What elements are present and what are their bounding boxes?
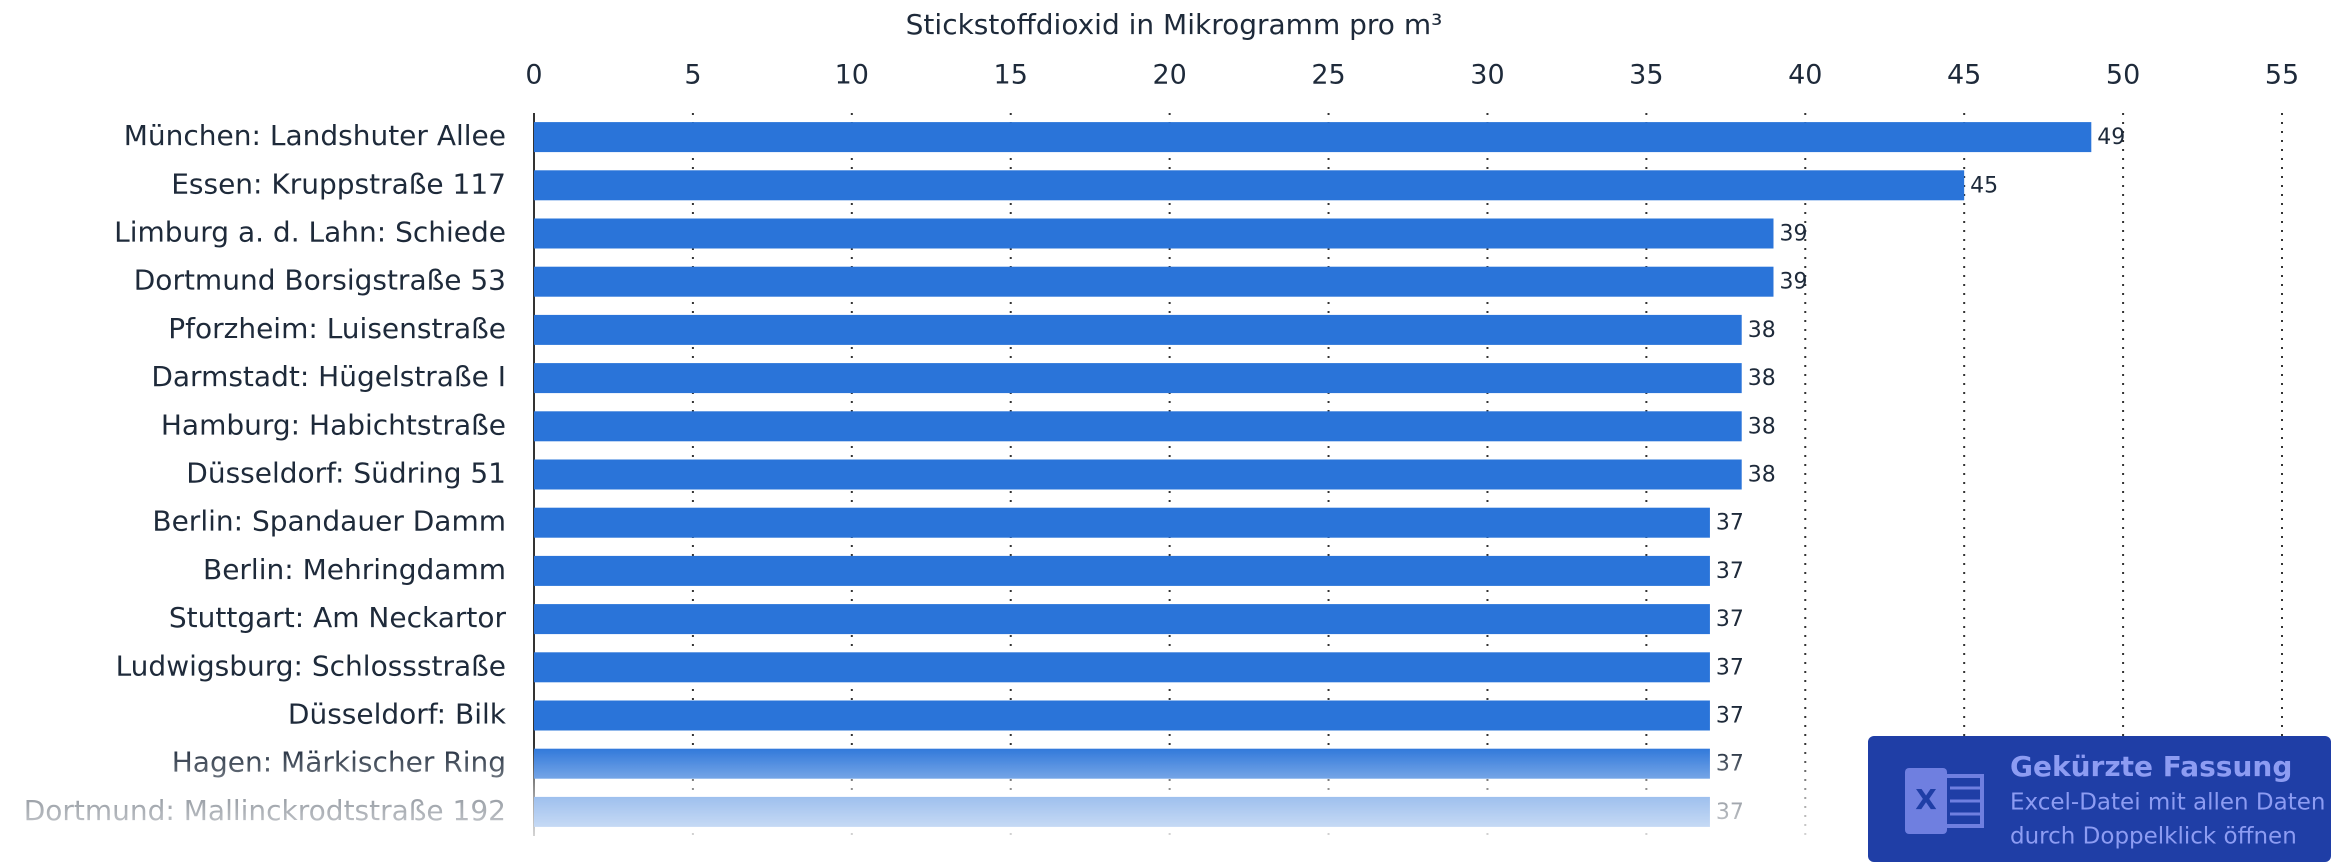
banner-text[interactable]: Excel-Datei mit allen Daten bbox=[2010, 790, 2326, 816]
value-label: 38 bbox=[1748, 414, 1776, 439]
y-tick-label: Hamburg: Habichtstraße bbox=[161, 408, 506, 441]
bar bbox=[534, 266, 1774, 297]
y-tick-label: Darmstadt: Hügelstraße I bbox=[151, 360, 506, 393]
y-tick-label: Düsseldorf: Bilk bbox=[288, 698, 507, 731]
value-label: 37 bbox=[1716, 559, 1744, 584]
banner-box[interactable] bbox=[1868, 736, 2331, 862]
x-tick-label: 25 bbox=[1311, 60, 1345, 91]
bar bbox=[534, 363, 1742, 394]
value-label: 38 bbox=[1748, 366, 1776, 391]
value-label: 37 bbox=[1716, 704, 1744, 729]
value-label: 37 bbox=[1716, 511, 1744, 536]
y-tick-label: Berlin: Mehringdamm bbox=[203, 553, 506, 586]
bar bbox=[534, 652, 1710, 683]
x-tick-label: 35 bbox=[1629, 60, 1663, 91]
bar bbox=[534, 507, 1710, 538]
value-label: 37 bbox=[1716, 607, 1744, 632]
value-label: 49 bbox=[2097, 125, 2125, 150]
bar bbox=[534, 170, 1965, 201]
value-label: 38 bbox=[1748, 463, 1776, 488]
banner-text[interactable]: durch Doppelklick öffnen bbox=[2010, 824, 2297, 850]
bar bbox=[534, 411, 1742, 442]
excel-banner[interactable]: X Gekürzte Fassung Excel-Datei mit allen… bbox=[1868, 736, 2331, 862]
value-label: 39 bbox=[1779, 270, 1807, 295]
y-tick-label: Limburg a. d. Lahn: Schiede bbox=[114, 216, 506, 249]
y-tick-label: Stuttgart: Am Neckartor bbox=[169, 601, 507, 634]
excel-icon-letter: X bbox=[1915, 783, 1937, 816]
x-tick-label: 20 bbox=[1152, 60, 1186, 91]
value-label: 37 bbox=[1716, 655, 1744, 680]
value-label: 39 bbox=[1779, 222, 1807, 247]
excel-icon bbox=[1905, 768, 1947, 834]
x-tick-label: 30 bbox=[1470, 60, 1504, 91]
value-label: 38 bbox=[1748, 318, 1776, 343]
x-tick-label: 0 bbox=[525, 60, 542, 91]
bar bbox=[534, 218, 1774, 249]
bar bbox=[534, 459, 1742, 490]
y-tick-label: Berlin: Spandauer Damm bbox=[152, 505, 506, 538]
x-tick-label: 50 bbox=[2106, 60, 2140, 91]
value-label: 45 bbox=[1970, 173, 1998, 198]
x-tick-label: 55 bbox=[2265, 60, 2299, 91]
y-tick-label: München: Landshuter Allee bbox=[124, 119, 506, 152]
fade-overlay bbox=[0, 745, 1868, 862]
y-tick-label: Essen: Kruppstraße 117 bbox=[171, 167, 506, 200]
banner-title[interactable]: Gekürzte Fassung bbox=[2010, 750, 2292, 783]
y-tick-label: Pforzheim: Luisenstraße bbox=[168, 312, 506, 345]
x-tick-label: 40 bbox=[1788, 60, 1822, 91]
x-tick-label: 45 bbox=[1947, 60, 1981, 91]
x-tick-label: 10 bbox=[835, 60, 869, 91]
bar bbox=[534, 555, 1710, 586]
bar bbox=[534, 122, 2092, 153]
bar bbox=[534, 700, 1710, 731]
x-tick-label: 15 bbox=[994, 60, 1028, 91]
x-tick-label: 5 bbox=[684, 60, 701, 91]
chart-title: Stickstoffdioxid in Mikrogramm pro m³ bbox=[906, 8, 1443, 41]
y-tick-label: Ludwigsburg: Schlossstraße bbox=[116, 649, 506, 682]
y-tick-label: Düsseldorf: Südring 51 bbox=[186, 457, 506, 490]
bar bbox=[534, 314, 1742, 345]
y-tick-label: Dortmund Borsigstraße 53 bbox=[134, 264, 506, 297]
bar bbox=[534, 604, 1710, 635]
